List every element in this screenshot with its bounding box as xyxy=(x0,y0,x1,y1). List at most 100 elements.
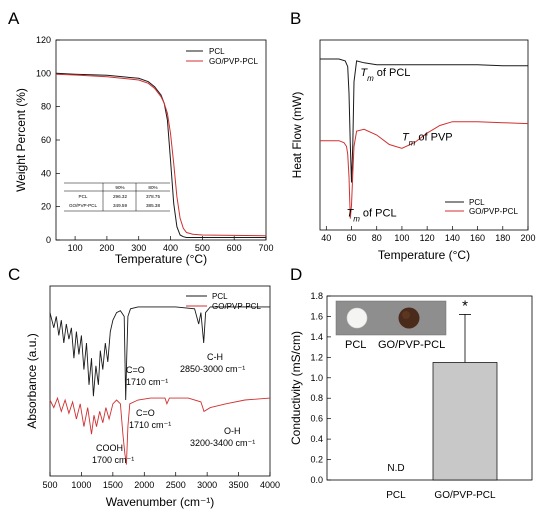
ticks-b: 40 60 80 100 120 140 160 180 200 xyxy=(321,226,536,243)
plot-frame-a xyxy=(55,39,267,241)
y-tick-label-a: 40 xyxy=(41,168,51,178)
y-tick-label-d: 1.2 xyxy=(310,352,323,362)
x-tick-label-b: 200 xyxy=(520,233,535,243)
legend-label-go-c: GO/PVP-PCL xyxy=(212,302,261,311)
x-tick-label-a: 100 xyxy=(68,243,83,253)
not-detected-label: N.D xyxy=(387,463,404,474)
x-tick-label-c: 1500 xyxy=(103,480,123,490)
table-row-label: PCL xyxy=(79,194,88,199)
x-axis-title-c: Wavenumber (cm⁻¹) xyxy=(106,495,215,509)
anno-c-co-1: C=O xyxy=(126,365,145,375)
panel-letter-d: D xyxy=(290,265,302,284)
annotations-c: C=O 1710 cm⁻¹ C-H 2850-3000 cm⁻¹ C=O 171… xyxy=(92,352,255,465)
ticks-c: 500 1000 1500 2000 2500 3000 3500 4000 xyxy=(42,472,280,490)
bar-d-1 xyxy=(432,362,498,481)
y-tick-label-d: 1.0 xyxy=(310,373,323,383)
y-tick-label-d: 0.0 xyxy=(310,475,323,485)
legend-label-pcl-b: PCL xyxy=(469,198,485,207)
panel-c: C 500 1000 1500 2000 2500 3000 3500 4000 Wavenu… xyxy=(8,265,280,509)
legend-label-pcl-c: PCL xyxy=(212,292,228,301)
legend-c: PCL GO/PVP-PCL xyxy=(186,292,261,311)
x-tick-label-b: 60 xyxy=(347,233,357,243)
bars-d: PCL N.D GO/PVP-PCL * xyxy=(386,297,498,501)
series-line-a-0 xyxy=(55,72,266,238)
x-tick-label-c: 3500 xyxy=(229,480,249,490)
x-axis-title-b: Temperature (°C) xyxy=(378,248,470,262)
table-cell: 349.59 xyxy=(113,203,127,208)
x-axis-title-a: Temperature (°C) xyxy=(115,252,207,266)
anno-c-cooh-wn: 1700 cm⁻¹ xyxy=(92,455,134,465)
legend-a: PCL GO/PVP-PCL xyxy=(186,47,258,66)
y-tick-label-d: 0.2 xyxy=(310,455,323,465)
plot-frame-c xyxy=(49,285,271,477)
x-tick-label-c: 2000 xyxy=(134,480,154,490)
pcl-sample-disc xyxy=(346,307,368,329)
y-tick-label-a: 60 xyxy=(41,135,51,145)
inset-label-pcl: PCL xyxy=(345,339,366,351)
legend-label-go-a: GO/PVP-PCL xyxy=(209,57,258,66)
anno-c-co-2-wn: 1710 cm⁻¹ xyxy=(129,420,171,430)
x-tick-label-b: 100 xyxy=(394,233,409,243)
anno-c-ch: C-H xyxy=(207,352,223,362)
x-tick-label-b: 160 xyxy=(470,233,485,243)
y-tick-label-a: 0 xyxy=(46,235,51,245)
x-tick-label-b: 180 xyxy=(495,233,510,243)
series-line-c-1 xyxy=(49,396,271,465)
ticks-a: 100 200 300 400 500 600 700 0 20 40 60 80 100 120 xyxy=(36,35,274,253)
inset-table-a: 90% 80% PCL 296.32 378.75 GO/PVP-PCL 349… xyxy=(64,182,170,212)
x-tick-label-a: 500 xyxy=(195,243,210,253)
series-line-a-1 xyxy=(55,73,267,237)
category-label-d: PCL xyxy=(386,490,406,501)
x-tick-label-c: 4000 xyxy=(260,480,280,490)
table-cell: 385.38 xyxy=(146,203,160,208)
anno-c-co-2: C=O xyxy=(136,408,155,418)
anno-c-oh-wn: 3200-3400 cm⁻¹ xyxy=(190,438,255,448)
x-tick-label-a: 200 xyxy=(99,243,114,253)
y-tick-label-d: 1.6 xyxy=(310,311,323,321)
panel-b: B 40 60 80 100 120 140 160 180 200 Temperature (… xyxy=(290,9,536,262)
tm-annotation-1: Tm of PVP xyxy=(402,131,453,147)
x-tick-label-b: 120 xyxy=(420,233,435,243)
table-header-90: 90% xyxy=(115,185,124,190)
y-axis-title-c: Absorbance (a.u.) xyxy=(25,333,39,428)
panel-a: A 100 200 300 400 500 600 700 0 20 40 60 80 100 120 T… xyxy=(8,9,274,266)
x-tick-label-b: 40 xyxy=(321,233,331,243)
anno-c-cooh: COOH xyxy=(96,443,123,453)
legend-label-pcl-a: PCL xyxy=(209,47,225,56)
x-tick-label-b: 80 xyxy=(372,233,382,243)
y-tick-label-d: 1.8 xyxy=(310,291,323,301)
x-tick-label-c: 1000 xyxy=(71,480,91,490)
lines-c xyxy=(49,306,271,465)
y-tick-label-d: 0.6 xyxy=(310,414,323,424)
plot-frame-b xyxy=(319,39,529,231)
x-tick-label-b: 140 xyxy=(445,233,460,243)
anno-c-oh: O-H xyxy=(224,426,241,436)
y-tick-label-d: 1.4 xyxy=(310,332,323,342)
legend-b: PCL GO/PVP-PCL xyxy=(445,198,518,216)
x-tick-label-c: 500 xyxy=(42,480,57,490)
y-tick-label-a: 120 xyxy=(36,35,51,45)
y-tick-label-d: 0.4 xyxy=(310,434,323,444)
panel-letter-a: A xyxy=(8,9,20,28)
y-tick-label-d: 0.8 xyxy=(310,393,323,403)
y-tick-label-a: 80 xyxy=(41,102,51,112)
panel-d: D 0.0 0.2 0.4 0.6 0.8 1.0 1.2 1.4 1.6 1.8 PCL N.D G… xyxy=(289,265,533,501)
y-axis-title-d: Conductivity (mS/cm) xyxy=(289,331,303,445)
table-cell: 378.75 xyxy=(146,194,160,199)
lines-a xyxy=(55,72,267,238)
plot-frame-d xyxy=(326,295,533,481)
tm-annotation-0: Tm of PCL xyxy=(360,67,410,83)
annotations-b: Tm of PCL Tm of PVP Tm of PCL xyxy=(346,67,452,223)
x-tick-label-a: 600 xyxy=(227,243,242,253)
anno-c-co-1-wn: 1710 cm⁻¹ xyxy=(126,377,168,387)
table-header-80: 80% xyxy=(148,185,157,190)
go-pvp-pcl-sample-disc xyxy=(398,307,420,329)
table-row-label: GO/PVP-PCL xyxy=(69,203,98,208)
category-label-d: GO/PVP-PCL xyxy=(434,490,496,501)
y-axis-title-b: Heat Flow (mW) xyxy=(290,92,304,179)
series-line-b-0 xyxy=(320,58,528,183)
y-axis-title-a: Weight Percent (%) xyxy=(14,88,28,192)
x-tick-label-a: 400 xyxy=(163,243,178,253)
inset-label-go-pvp-pcl: GO/PVP-PCL xyxy=(378,339,445,351)
